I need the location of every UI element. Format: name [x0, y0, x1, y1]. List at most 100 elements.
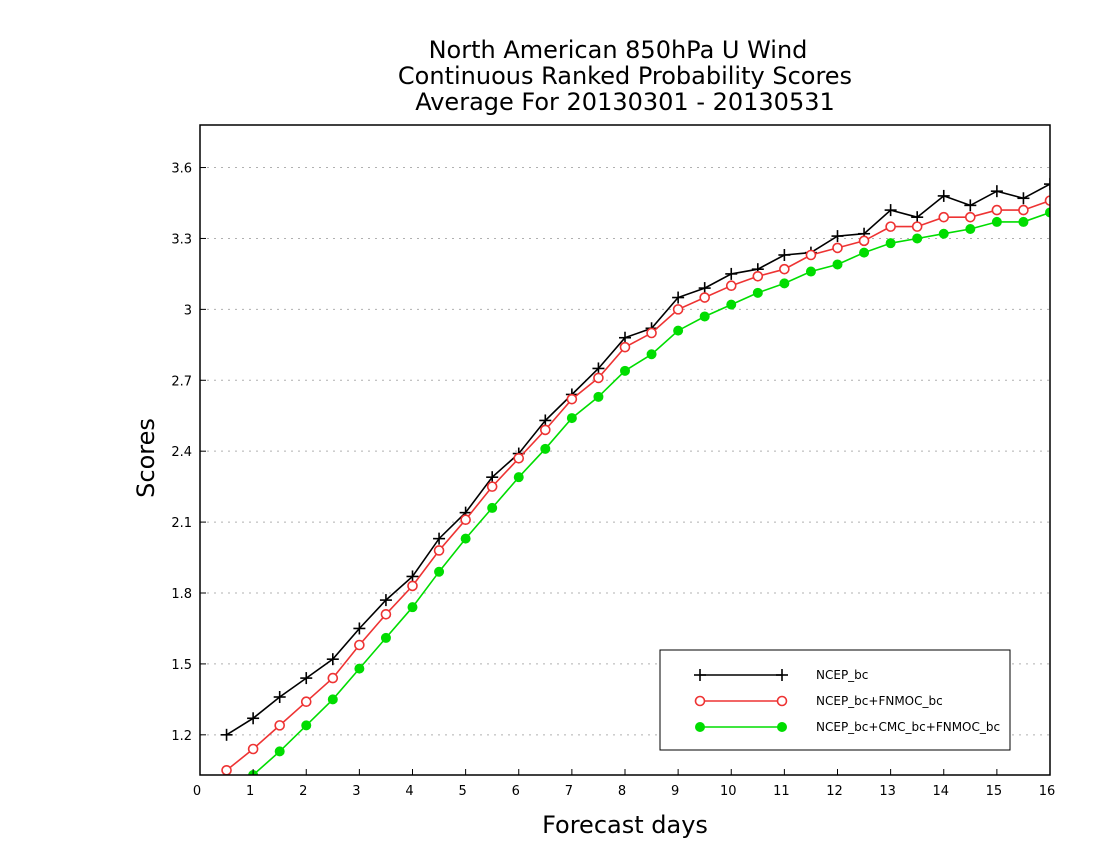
legend-label: NCEP_bc — [816, 668, 868, 682]
data-point — [965, 211, 976, 223]
data-point — [991, 204, 1003, 216]
data-point — [699, 292, 710, 303]
data-point — [778, 249, 791, 261]
legend-entry: NCEP_bc+FNMOC_bc — [694, 694, 943, 708]
x-tick-label: 11 — [773, 784, 790, 799]
data-point — [885, 221, 896, 232]
data-point — [433, 532, 446, 545]
data-point — [433, 545, 445, 556]
data-point — [726, 299, 737, 310]
legend-marker — [694, 669, 706, 681]
data-point — [380, 632, 391, 643]
data-point — [831, 230, 844, 243]
data-point — [725, 280, 737, 292]
data-point — [619, 331, 631, 344]
data-point — [326, 653, 339, 666]
data-point — [566, 413, 577, 424]
x-tick-label: 2 — [299, 784, 307, 799]
data-point — [1018, 204, 1029, 216]
data-point — [460, 514, 471, 526]
data-point — [221, 764, 232, 775]
data-point — [832, 242, 843, 254]
chart-title: North American 850hPa U Wind Continuous … — [398, 36, 852, 116]
data-point — [1017, 192, 1030, 205]
y-tick-label: 1.8 — [171, 587, 192, 602]
data-point — [540, 424, 551, 436]
x-tick-label: 15 — [986, 784, 1003, 799]
data-point — [991, 216, 1002, 227]
data-point — [990, 185, 1003, 198]
data-point — [1045, 207, 1050, 218]
data-point — [779, 278, 790, 289]
data-point — [1018, 216, 1029, 227]
legend-label: NCEP_bc+FNMOC_bc — [816, 694, 943, 708]
data-point — [593, 372, 604, 384]
data-point — [222, 787, 231, 796]
y-tick-label: 2.7 — [171, 374, 192, 389]
data-point — [300, 672, 313, 685]
data-point — [672, 304, 684, 315]
x-tick-label: 6 — [512, 784, 520, 799]
data-point — [460, 533, 471, 544]
legend: NCEP_bc NCEP_bc+FNMOC_bc NCEP_bc+CMC_bc+FN… — [659, 649, 1011, 751]
data-point — [354, 663, 365, 674]
legend-entry: NCEP_bc+CMC_bc+FNMOC_bc — [695, 720, 1000, 734]
data-point — [858, 235, 870, 247]
x-tick-label: 16 — [1039, 784, 1056, 799]
x-tick-label: 10 — [720, 784, 737, 799]
data-point — [938, 228, 949, 239]
series-layer — [220, 178, 1050, 796]
data-point — [379, 594, 392, 607]
data-point — [884, 204, 897, 217]
title-line-1: North American 850hPa U Wind — [429, 36, 808, 64]
data-point — [1044, 178, 1050, 191]
data-point — [699, 311, 710, 322]
data-point — [486, 481, 498, 492]
data-point — [937, 189, 950, 202]
data-point — [885, 238, 896, 249]
x-tick-label: 7 — [565, 784, 573, 799]
data-point — [539, 414, 552, 427]
data-point — [566, 393, 578, 405]
data-point — [380, 608, 392, 620]
data-point — [779, 263, 790, 275]
x-axis: 0 1 2 3 4 5 6 7 8 9 10 11 12 13 14 15 16 — [193, 769, 1055, 799]
x-tick-label: 8 — [618, 784, 626, 799]
series-line — [226, 183, 1050, 736]
data-point — [247, 712, 260, 725]
data-point — [672, 291, 685, 304]
data-point — [620, 365, 630, 376]
data-point — [859, 247, 870, 258]
legend-entry: NCEP_bc — [694, 668, 868, 682]
data-point — [619, 341, 631, 353]
legend-label: NCEP_bc+CMC_bc+FNMOC_bc — [816, 720, 1000, 734]
legend-marker — [694, 695, 706, 707]
series-filled-circle — [222, 207, 1050, 796]
data-point — [698, 282, 711, 295]
legend-marker — [776, 695, 788, 707]
title-line-2: Continuous Ranked Probability Scores — [398, 62, 852, 90]
y-tick-label: 2.4 — [171, 445, 192, 460]
x-tick-label: 1 — [246, 784, 254, 799]
x-tick-label: 12 — [826, 784, 843, 799]
data-point — [353, 622, 366, 635]
data-point — [301, 720, 312, 731]
y-tick-label: 1.5 — [171, 658, 192, 673]
data-point — [832, 259, 843, 270]
data-point — [725, 267, 738, 280]
y-tick-label: 3.3 — [171, 232, 192, 247]
data-point — [673, 325, 684, 336]
x-tick-label: 13 — [879, 784, 896, 799]
data-point — [646, 349, 657, 360]
data-point — [805, 249, 817, 261]
data-point — [592, 362, 605, 375]
data-point — [965, 224, 976, 234]
x-axis-label: Forecast days — [542, 811, 708, 839]
data-point — [938, 211, 950, 223]
legend-marker — [695, 722, 705, 732]
data-point — [513, 452, 525, 464]
y-tick-label: 2.1 — [171, 516, 192, 531]
data-point — [274, 720, 285, 731]
data-point — [486, 471, 499, 484]
data-point — [752, 270, 764, 282]
